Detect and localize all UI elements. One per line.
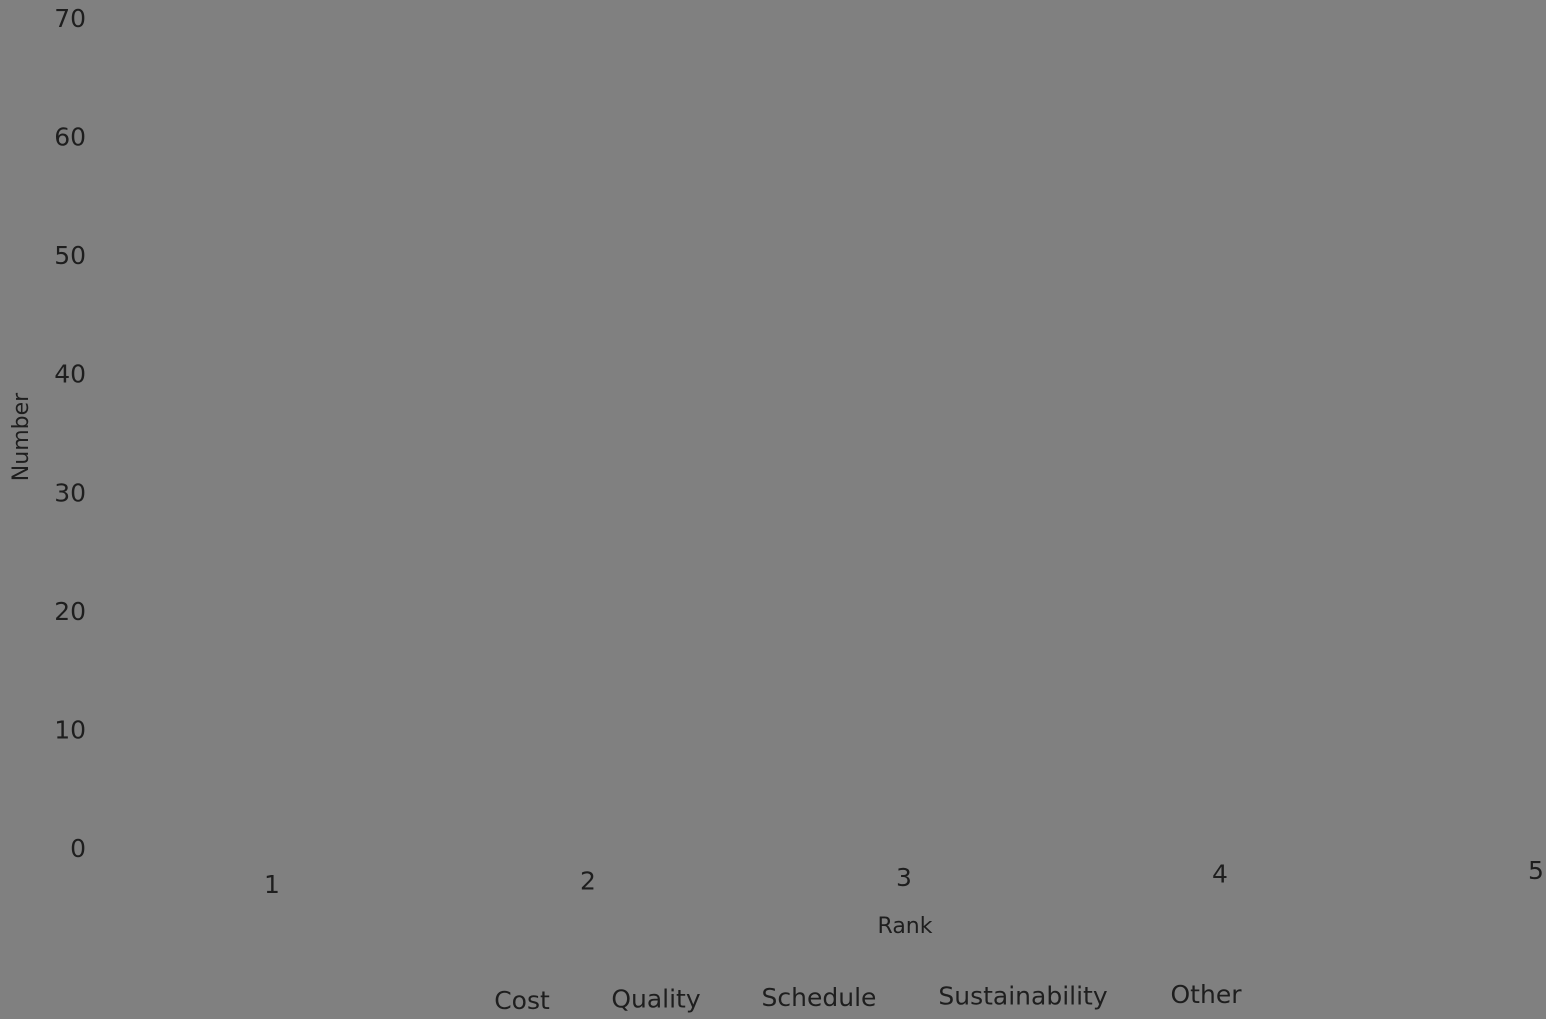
y-tick-label: 70: [54, 4, 86, 33]
y-tick-label: 40: [54, 360, 86, 389]
y-tick-label: 20: [54, 597, 86, 626]
x-tick-label: 2: [580, 867, 596, 896]
y-tick-label: 60: [54, 123, 86, 152]
legend-label: Other: [1171, 980, 1243, 1009]
y-tick-label: 0: [70, 834, 86, 863]
y-axis-title: Number: [9, 392, 34, 481]
y-tick-label: 10: [54, 715, 86, 744]
y-tick-label: 50: [54, 241, 86, 270]
x-tick-label: 1: [264, 870, 280, 899]
x-tick-label: 4: [1212, 860, 1228, 889]
legend-label: Schedule: [762, 983, 877, 1012]
x-tick-label: 5: [1528, 856, 1544, 885]
legend-label: Quality: [611, 985, 701, 1014]
y-tick-label: 30: [54, 478, 86, 507]
legend-label: Cost: [494, 986, 550, 1015]
x-axis-title: Rank: [878, 914, 933, 939]
x-tick-label: 3: [896, 863, 912, 892]
legend-label: Sustainability: [938, 982, 1107, 1011]
